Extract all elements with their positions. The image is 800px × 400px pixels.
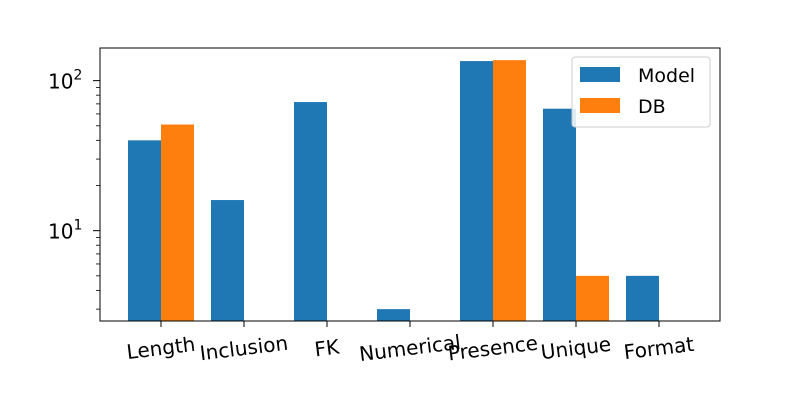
bar-model-unique <box>543 108 576 321</box>
bar-model-presence <box>460 61 493 321</box>
bar-model-length <box>128 140 161 321</box>
bar-model-inclusion <box>211 200 244 321</box>
bar-model-numerical <box>377 309 410 321</box>
y-tick-label: 102 <box>48 68 82 94</box>
x-tick-label-format: Format <box>622 332 695 364</box>
y-tick-label: 101 <box>48 218 82 244</box>
bars-layer <box>128 60 659 322</box>
x-tick-label-presence: Presence <box>447 331 540 366</box>
legend: Model DB <box>571 56 711 128</box>
bar-model-format <box>626 275 659 321</box>
legend-swatch-model <box>580 67 620 82</box>
y-axis: 101 102 <box>48 68 100 310</box>
legend-label-db: DB <box>638 96 666 118</box>
bar-model-fk <box>294 102 327 321</box>
x-tick-label-fk: FK <box>313 334 341 361</box>
legend-label-model: Model <box>638 65 695 87</box>
bar-db-unique <box>576 275 609 321</box>
x-tick-label-unique: Unique <box>539 332 612 364</box>
x-tick-label-length: Length <box>125 332 196 364</box>
bar-db-length <box>161 124 194 322</box>
bar-db-presence <box>493 60 526 321</box>
x-tick-label-inclusion: Inclusion <box>198 331 289 366</box>
legend-swatch-db <box>580 98 620 113</box>
